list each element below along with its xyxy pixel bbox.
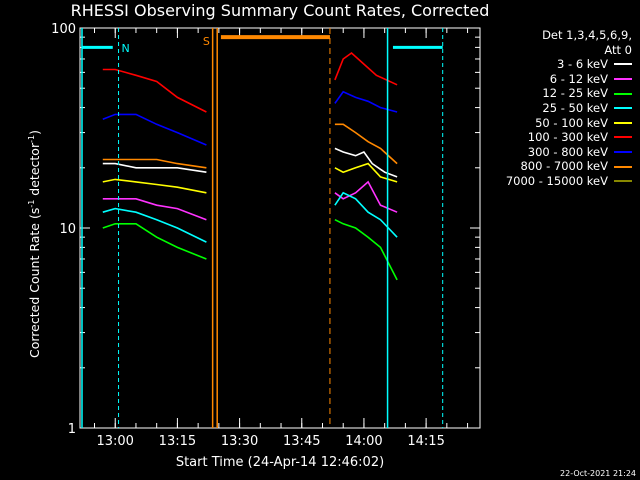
chart-title: RHESSI Observing Summary Count Rates, Co… bbox=[70, 1, 490, 20]
series-line bbox=[102, 178, 207, 194]
legend-entry: 7000 - 15000 keV bbox=[506, 174, 632, 189]
legend-entry-label: 100 - 300 keV bbox=[527, 130, 608, 145]
legend-subheader: Att 0 bbox=[604, 42, 632, 57]
y-tick-label: 10 bbox=[59, 222, 76, 237]
y-tick-label: 1 bbox=[68, 422, 76, 437]
legend-entry-label: 7000 - 15000 keV bbox=[505, 173, 608, 188]
series-line bbox=[102, 158, 207, 169]
timestamp: 22-Oct-2021 21:24 bbox=[560, 469, 636, 478]
series-line bbox=[102, 198, 207, 221]
legend-entry-swatch bbox=[614, 180, 632, 183]
series-line bbox=[334, 123, 398, 165]
legend-entry-label: 3 - 6 keV bbox=[557, 57, 608, 72]
legend-entry: 6 - 12 keV bbox=[506, 72, 632, 87]
series-line bbox=[334, 162, 398, 183]
series-line bbox=[334, 90, 398, 113]
legend-entry-swatch bbox=[614, 63, 632, 66]
legend-entry-label: 800 - 7000 keV bbox=[520, 159, 608, 174]
legend-entry-swatch bbox=[614, 107, 632, 110]
x-tick-label: 13:45 bbox=[283, 434, 320, 449]
night-label: N bbox=[121, 42, 129, 55]
y-axis-label: Corrected Count Rate (s-1 detector-1) bbox=[27, 130, 43, 358]
series-line bbox=[334, 51, 398, 86]
legend-entry-label: 25 - 50 keV bbox=[542, 100, 608, 115]
legend-entry: 800 - 7000 keV bbox=[506, 159, 632, 174]
legend-entry-swatch bbox=[614, 92, 632, 95]
legend: Det 1,3,4,5,6,9, Att 0 3 - 6 keV 6 - 12 k… bbox=[506, 28, 632, 189]
legend-entry-swatch bbox=[614, 78, 632, 81]
axes-frame bbox=[79, 27, 481, 429]
legend-entry: 12 - 25 keV bbox=[506, 86, 632, 101]
legend-entry: 25 - 50 keV bbox=[506, 101, 632, 116]
series-line bbox=[102, 162, 207, 173]
series-line bbox=[102, 113, 207, 146]
x-tick-label: 13:30 bbox=[221, 434, 258, 449]
legend-entry-swatch bbox=[614, 136, 632, 139]
legend-entry-label: 6 - 12 keV bbox=[549, 71, 608, 86]
legend-entry-label: 12 - 25 keV bbox=[542, 86, 608, 101]
legend-entry: 50 - 100 keV bbox=[506, 116, 632, 131]
series-line bbox=[102, 207, 207, 243]
series-line bbox=[102, 223, 207, 260]
series-line bbox=[334, 218, 398, 281]
legend-entry-label: 50 - 100 keV bbox=[535, 115, 608, 130]
legend-entry: 3 - 6 keV bbox=[506, 57, 632, 72]
y-tick-label: 100 bbox=[51, 22, 76, 37]
series-line bbox=[334, 191, 398, 238]
series-line bbox=[334, 147, 398, 178]
x-tick-label: 14:15 bbox=[407, 434, 444, 449]
legend-header: Det 1,3,4,5,6,9, bbox=[542, 28, 632, 42]
series-line bbox=[102, 68, 207, 113]
x-tick-label: 13:00 bbox=[96, 434, 133, 449]
saa-label: S bbox=[203, 35, 210, 48]
x-tick-label: 13:15 bbox=[159, 434, 196, 449]
legend-entry-label: 300 - 800 keV bbox=[527, 144, 608, 159]
legend-entry-swatch bbox=[614, 165, 632, 168]
legend-entry: 100 - 300 keV bbox=[506, 130, 632, 145]
legend-entry: 300 - 800 keV bbox=[506, 145, 632, 160]
legend-entry-swatch bbox=[614, 151, 632, 154]
series-line bbox=[334, 180, 398, 213]
x-axis-label: Start Time (24-Apr-14 12:46:02) bbox=[175, 455, 385, 470]
legend-entry-swatch bbox=[614, 121, 632, 124]
x-tick-label: 14:00 bbox=[345, 434, 382, 449]
